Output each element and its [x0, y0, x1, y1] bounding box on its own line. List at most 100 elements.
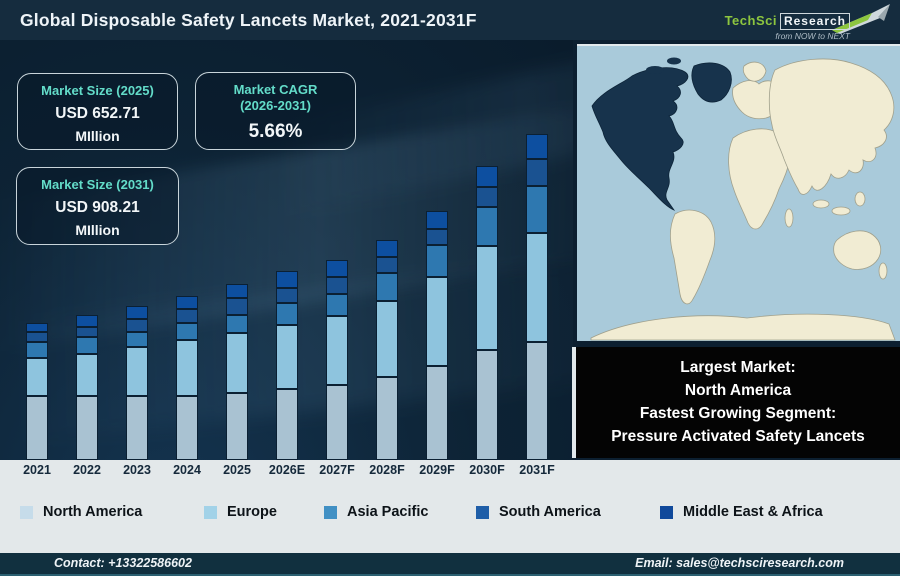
stacked-bar-2027f — [326, 260, 348, 460]
legend-label: Middle East & Africa — [683, 504, 823, 520]
segment-south-america — [376, 256, 398, 273]
stacked-bar-2026e — [276, 271, 298, 460]
info-box-market-size-2025: Market Size (2025) USD 652.71 MIllion — [17, 73, 178, 150]
map-arctic-island — [667, 57, 681, 65]
info-box-label: Market Size (2031) — [41, 177, 154, 192]
segment-middle-east-africa — [226, 284, 248, 298]
segment-south-america — [76, 326, 98, 337]
segment-north-america — [376, 377, 398, 460]
map-island — [854, 191, 866, 207]
legend-label: Europe — [227, 504, 277, 520]
segment-north-america — [276, 389, 298, 460]
stacked-bar-2030f — [476, 166, 498, 460]
segment-europe — [276, 325, 298, 390]
stacked-bar-2028f — [376, 240, 398, 460]
x-axis-label-2031f: 2031F — [519, 463, 555, 477]
stacked-bar-2024 — [176, 296, 198, 460]
segment-asia-pacific — [526, 186, 548, 233]
segment-middle-east-africa — [126, 306, 148, 319]
map-island — [831, 206, 851, 216]
stacked-bar-2023 — [126, 306, 148, 460]
footer-email: Email: sales@techsciresearch.com — [635, 556, 844, 570]
map-asia — [768, 58, 895, 195]
segment-asia-pacific — [226, 314, 248, 334]
info-box-value: USD 908.21 — [55, 199, 140, 216]
segment-north-america — [526, 342, 548, 460]
segment-europe — [26, 358, 48, 396]
segment-europe — [76, 353, 98, 397]
x-axis-label-2027f: 2027F — [319, 463, 355, 477]
segment-asia-pacific — [176, 323, 198, 341]
map-greenland-highlight — [691, 62, 732, 103]
segment-south-america — [326, 276, 348, 294]
legend-item-south-america: South America — [476, 504, 601, 520]
segment-north-america — [76, 396, 98, 460]
segment-middle-east-africa — [326, 260, 348, 277]
x-axis-label-2021: 2021 — [23, 463, 51, 477]
segment-europe — [126, 347, 148, 396]
segment-north-america — [326, 384, 348, 460]
highlight-line: Pressure Activated Safety Lancets — [611, 428, 865, 445]
legend-label: South America — [499, 504, 601, 520]
chart-area: Market Size (2025) USD 652.71 MIllion Ma… — [0, 40, 573, 460]
world-map — [577, 44, 900, 341]
legend-label: Asia Pacific — [347, 504, 429, 520]
legend-swatch-europe — [204, 505, 217, 519]
info-box-unit: MIllion — [75, 128, 120, 144]
segment-europe — [376, 300, 398, 378]
segment-middle-east-africa — [176, 296, 198, 310]
legend-swatch-middle-east-africa — [660, 505, 673, 519]
footer: Contact: +13322586602 Email: sales@techs… — [0, 553, 900, 576]
segment-europe — [426, 276, 448, 366]
logo-text: TechSci Research from NOW to NEXT — [725, 12, 850, 41]
map-scandinavia — [742, 61, 767, 82]
logo-tagline: from NOW to NEXT — [775, 31, 850, 41]
segment-asia-pacific — [376, 272, 398, 301]
highlight-line: Fastest Growing Segment: — [639, 405, 837, 422]
segment-asia-pacific — [326, 293, 348, 316]
segment-middle-east-africa — [26, 323, 48, 333]
segment-south-america — [126, 318, 148, 333]
segment-south-america — [526, 159, 548, 187]
segment-south-america — [176, 309, 198, 324]
stacked-bar-2029f — [426, 211, 448, 460]
segment-asia-pacific — [26, 342, 48, 359]
segment-middle-east-africa — [476, 166, 498, 188]
map-south-america — [669, 209, 716, 305]
map-new-zealand — [878, 262, 888, 280]
legend-swatch-asia-pacific — [324, 505, 337, 519]
info-box-value: USD 652.71 — [55, 105, 140, 122]
map-antarctica — [590, 313, 896, 341]
axis-strip: 2021 2022 2023 2024 2025 2026E 2027F 2028F 2029F… — [0, 460, 900, 553]
segment-asia-pacific — [126, 332, 148, 348]
segment-asia-pacific — [276, 303, 298, 325]
segment-europe — [476, 245, 498, 350]
segment-north-america — [126, 395, 148, 460]
x-axis-label-2025: 2025 — [223, 463, 251, 477]
highlight-box: Largest Market: North America Fastest Gr… — [572, 347, 900, 458]
x-axis-label-2026e: 2026E — [268, 463, 306, 477]
segment-south-america — [426, 229, 448, 246]
segment-north-america — [476, 349, 498, 460]
map-arctic-island — [646, 66, 664, 74]
segment-asia-pacific — [76, 336, 98, 354]
segment-north-america — [226, 393, 248, 460]
header: Global Disposable Safety Lancets Market,… — [0, 0, 900, 41]
bars-layer — [0, 40, 573, 460]
segment-north-america — [176, 395, 198, 460]
segment-europe — [176, 340, 198, 396]
segment-middle-east-africa — [426, 211, 448, 230]
map-madagascar — [784, 208, 794, 228]
segment-middle-east-africa — [376, 240, 398, 257]
info-box-label: Market CAGR (2026-2031) — [233, 82, 318, 113]
x-axis-label-2023: 2023 — [123, 463, 151, 477]
highlight-line: North America — [684, 382, 792, 399]
segment-south-america — [276, 287, 298, 304]
segment-asia-pacific — [476, 207, 498, 246]
brand-techsci: TechSci — [724, 13, 777, 28]
segment-north-america — [426, 365, 448, 460]
segment-middle-east-africa — [526, 134, 548, 160]
x-axis-label-2022: 2022 — [73, 463, 101, 477]
legend-item-north-america: North America — [20, 504, 142, 520]
